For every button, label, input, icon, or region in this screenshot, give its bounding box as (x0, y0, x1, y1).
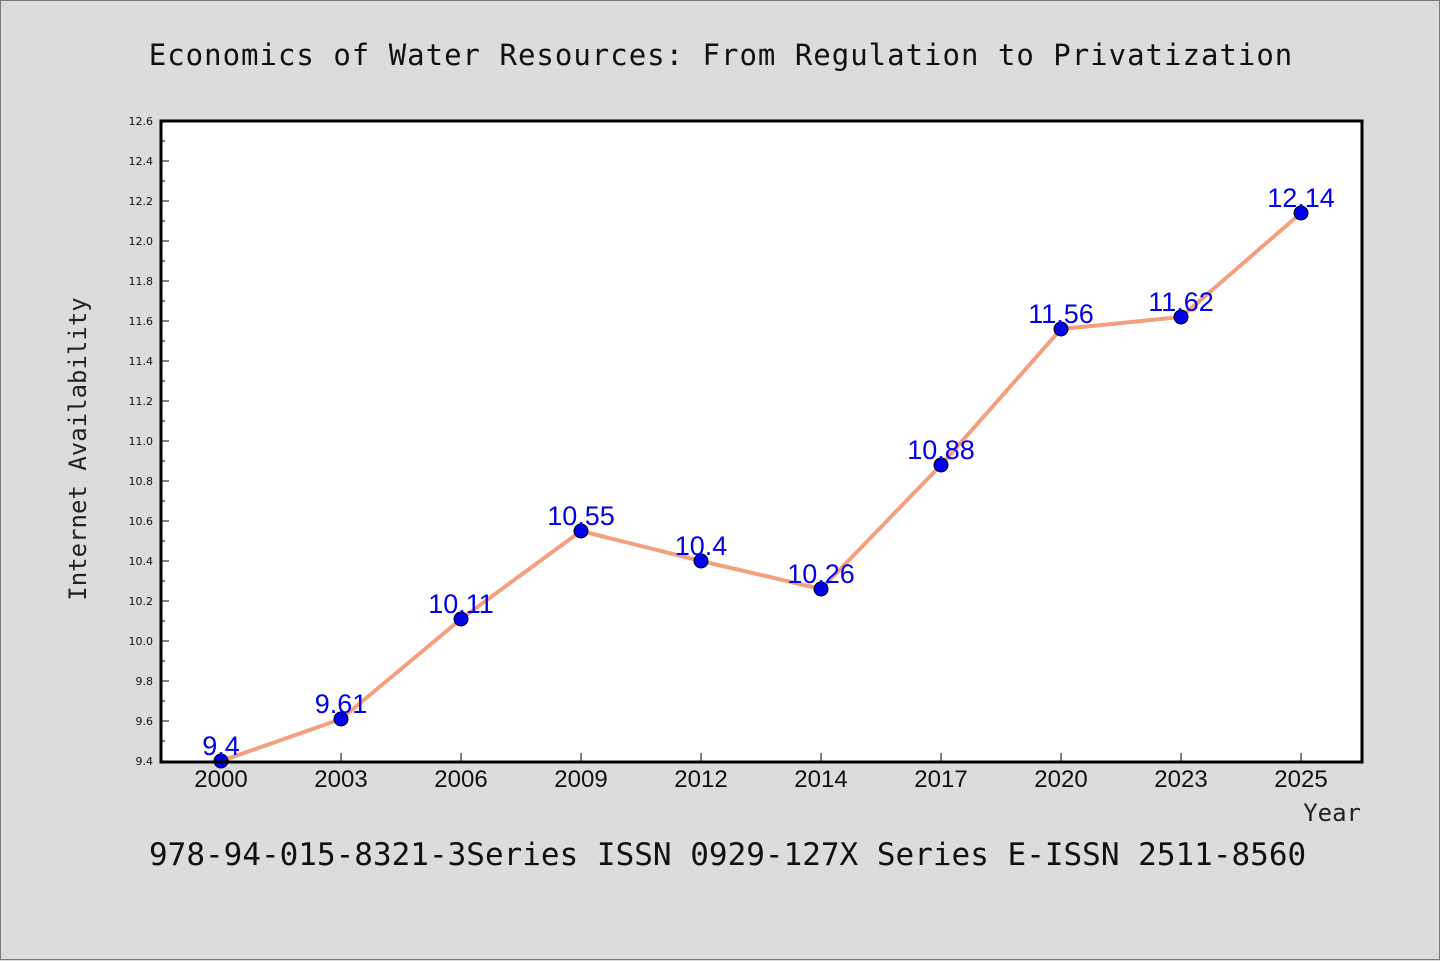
data-point-marker (1173, 309, 1189, 325)
y-tick-label: 9.8 (136, 675, 154, 688)
x-tick-label: 2003 (314, 766, 367, 793)
series-layer (213, 205, 1309, 769)
y-tick-label: 10.2 (129, 595, 154, 608)
x-tick-label: 2012 (674, 766, 727, 793)
y-axis-ticks: 9.4 9.6 9.8 10.0 10.2 10.4 10.6 10.8 11.0 11.2 11.… (129, 115, 169, 768)
data-labels: 9.4 9.61 10.11 10.55 10.4 10.26 10.88 11.56 11.6… (202, 183, 1335, 761)
data-point-marker (693, 553, 709, 569)
y-tick-label: 11.0 (129, 435, 154, 448)
y-tick-label: 11.4 (129, 355, 154, 368)
y-tick-label: 10.6 (129, 515, 154, 528)
data-point-marker (453, 611, 469, 627)
y-axis-label: Internet Availability (64, 297, 92, 600)
x-tick-label: 2023 (1154, 766, 1207, 793)
data-point-marker (333, 711, 349, 727)
y-tick-label: 10.0 (129, 635, 154, 648)
data-label: 9.61 (315, 689, 368, 719)
data-label: 10.11 (428, 589, 494, 619)
y-tick-label: 12.0 (129, 235, 154, 248)
y-tick-label: 11.6 (129, 315, 154, 328)
x-tick-label: 2020 (1034, 766, 1087, 793)
y-tick-label: 9.6 (136, 715, 154, 728)
y-tick-label: 11.2 (129, 395, 154, 408)
data-point-marker (1053, 321, 1069, 337)
data-point-marker (813, 581, 829, 597)
x-tick-label: 2014 (794, 766, 847, 793)
data-label: 11.62 (1148, 287, 1214, 317)
y-tick-label: 9.4 (136, 755, 154, 768)
y-tick-label: 12.2 (129, 195, 154, 208)
data-label: 11.56 (1028, 299, 1094, 329)
y-tick-label: 12.6 (129, 115, 154, 128)
y-tick-label: 11.8 (129, 275, 154, 288)
data-point-marker (933, 457, 949, 473)
data-label: 10.26 (787, 559, 855, 589)
x-tick-label: 2017 (914, 766, 967, 793)
x-tick-label: 2000 (194, 766, 247, 793)
x-tick-label: 2006 (434, 766, 487, 793)
data-label: 10.4 (675, 531, 728, 561)
x-tick-label: 2025 (1274, 766, 1327, 793)
chart-title: Economics of Water Resources: From Regul… (149, 38, 1294, 72)
y-tick-label: 10.4 (129, 555, 154, 568)
plot-border (159, 119, 1364, 764)
data-point-marker (573, 523, 589, 539)
y-tick-label: 12.4 (129, 155, 154, 168)
y-tick-label: 10.8 (129, 475, 154, 488)
x-axis-ticks: 2000 2003 2006 2009 2012 2014 2017 2020 2023 2025 (194, 753, 1328, 793)
series-line (219, 211, 1303, 763)
x-tick-label: 2009 (554, 766, 607, 793)
data-point-marker (1293, 205, 1309, 221)
data-label: 12.14 (1267, 183, 1335, 213)
plot-area (161, 121, 1362, 762)
footer-isbn-issn: 978-94-015-8321-3Series ISSN 0929-127X S… (149, 837, 1306, 873)
data-label: 10.88 (907, 435, 975, 465)
x-axis-label: Year (1303, 799, 1361, 827)
data-label: 10.55 (547, 501, 615, 531)
data-label: 9.4 (202, 731, 240, 761)
